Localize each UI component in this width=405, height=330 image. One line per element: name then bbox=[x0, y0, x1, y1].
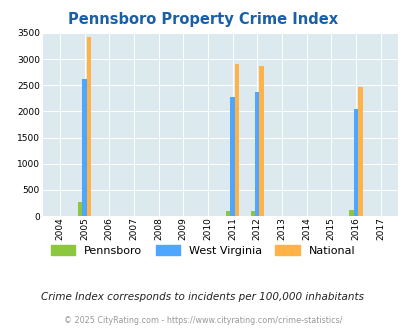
Bar bbox=[353, 109, 357, 216]
Bar bbox=[250, 211, 254, 216]
Bar bbox=[82, 79, 87, 216]
Text: Pennsboro Property Crime Index: Pennsboro Property Crime Index bbox=[68, 12, 337, 26]
Text: Crime Index corresponds to incidents per 100,000 inhabitants: Crime Index corresponds to incidents per… bbox=[41, 292, 364, 302]
Legend: Pennsboro, West Virginia, National: Pennsboro, West Virginia, National bbox=[46, 241, 359, 260]
Bar bbox=[87, 37, 91, 216]
Bar bbox=[225, 211, 230, 216]
Bar bbox=[348, 211, 353, 216]
Bar bbox=[78, 202, 82, 216]
Bar bbox=[357, 87, 362, 216]
Bar bbox=[230, 97, 234, 216]
Bar bbox=[259, 66, 263, 216]
Bar bbox=[234, 64, 239, 216]
Text: © 2025 CityRating.com - https://www.cityrating.com/crime-statistics/: © 2025 CityRating.com - https://www.city… bbox=[64, 316, 341, 325]
Bar bbox=[254, 92, 259, 216]
